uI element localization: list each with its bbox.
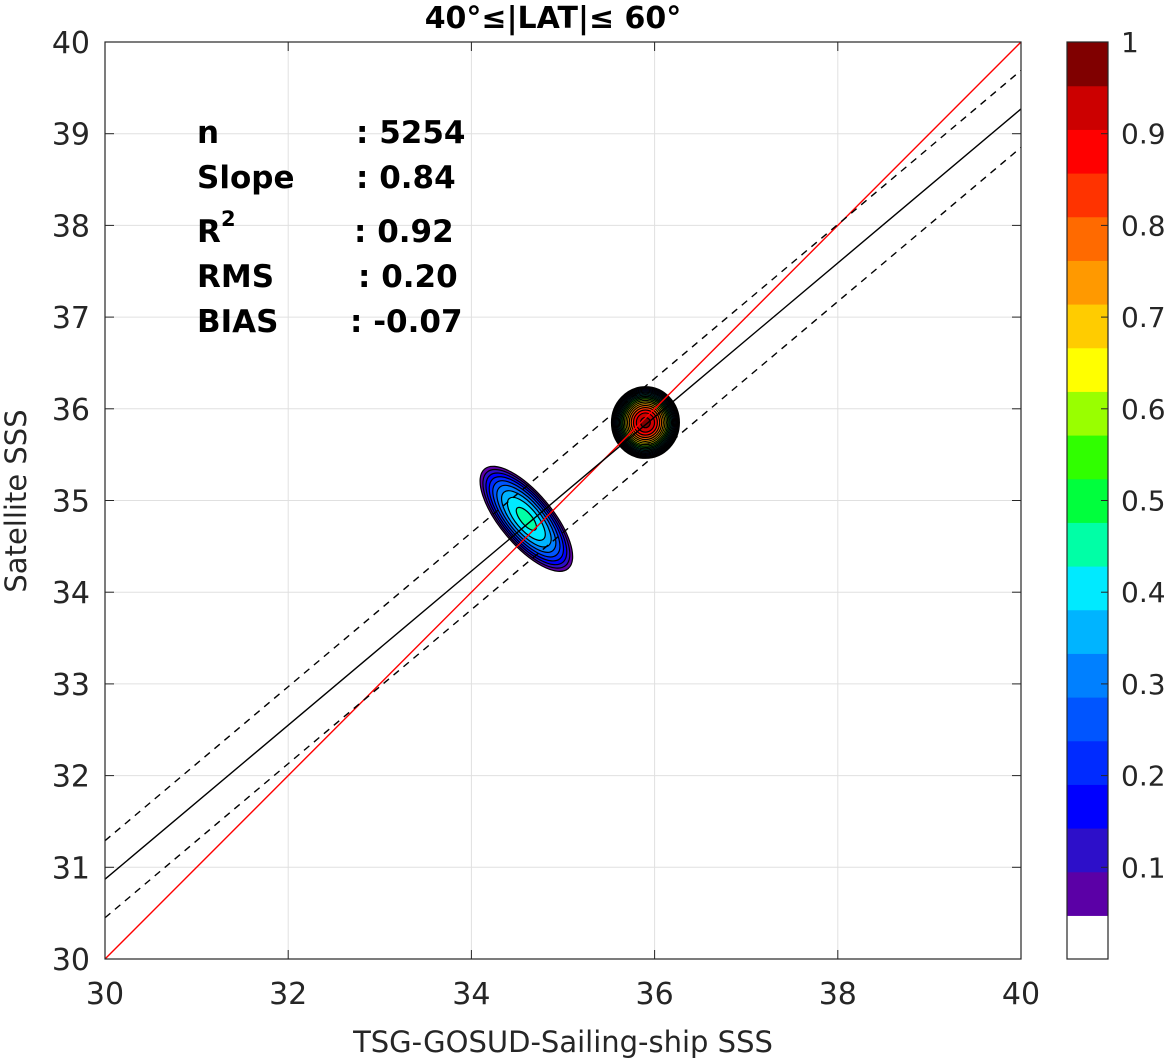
stat-rms-value: : 0.20 (358, 259, 458, 295)
stat-n-value: : 5254 (356, 115, 465, 151)
y-tick-label: 40 (52, 26, 90, 61)
regression-fit-line (105, 108, 1021, 880)
colorbar-segment (1067, 85, 1108, 130)
colorbar-segment (1067, 740, 1108, 785)
stat-r2-superscript: 2 (221, 207, 236, 231)
y-tick-label: 36 (52, 393, 90, 428)
colorbar-tick-label: 0.6 (1121, 393, 1166, 426)
y-tick-label: 34 (52, 576, 90, 611)
colorbar-segment (1067, 435, 1108, 480)
colorbar-segment (1067, 173, 1108, 218)
colorbar-segment (1067, 347, 1108, 392)
reference-lines (105, 42, 1021, 959)
y-tick-label: 32 (52, 760, 90, 795)
colorbar-tick-label: 0.9 (1121, 118, 1166, 151)
fit-lower-bound-line (105, 146, 1021, 919)
plot-area: 30 32 34 36 38 40 30 31 32 33 34 35 36 37 38 39 40 (52, 26, 1040, 1012)
one-to-one-line (105, 42, 1021, 959)
colorbar-segment (1067, 129, 1108, 174)
colorbar-segment (1067, 260, 1108, 305)
colorbar-segment (1067, 653, 1108, 698)
chart-title: 40°≤|LAT|≤ 60° (425, 1, 682, 36)
colorbar-segment (1067, 784, 1108, 829)
y-tick-label: 33 (52, 668, 90, 703)
x-tick-label: 32 (269, 977, 307, 1012)
fit-upper-bound-line (105, 69, 1021, 842)
stat-rms-label: RMS (197, 259, 274, 295)
stat-bias-value: : -0.07 (350, 304, 463, 340)
colorbar-segment (1067, 828, 1108, 873)
colorbar-tick-label: 0.2 (1121, 760, 1166, 793)
colorbar-tick-label: 0.3 (1121, 668, 1166, 701)
colorbar-segment (1067, 522, 1108, 567)
colorbar-segment (1067, 391, 1108, 436)
colorbar-segment (1067, 609, 1108, 654)
y-tick-label: 39 (52, 118, 90, 153)
colorbar-segment (1067, 566, 1108, 611)
x-tick-label: 38 (819, 977, 857, 1012)
colorbar-tick-label: 0.8 (1121, 209, 1166, 242)
cluster-35-contour-level (515, 506, 538, 531)
y-tick-label: 38 (52, 209, 90, 244)
colorbar-segment (1067, 871, 1108, 916)
y-tick-label: 37 (52, 301, 90, 336)
stat-slope-label: Slope (197, 160, 294, 196)
colorbar-tick-label: 0.5 (1121, 485, 1166, 518)
colorbar-segment (1067, 697, 1108, 742)
colorbar-segment (1067, 915, 1108, 960)
x-axis-label: TSG-GOSUD-Sailing-ship SSS (352, 1025, 773, 1059)
x-tick-label: 36 (636, 977, 674, 1012)
colorbar: 0.1 0.2 0.3 0.4 0.5 0.6 0.7 0.8 0.9 1 (1066, 26, 1166, 960)
x-tick-label: 34 (452, 977, 490, 1012)
colorbar-tick-label: 0.7 (1121, 301, 1166, 334)
colorbar-segment (1067, 42, 1108, 87)
stat-bias-label: BIAS (197, 304, 278, 340)
colorbar-segment (1067, 304, 1108, 349)
stats-annotation: n : 5254 Slope : 0.84 R 2 : 0.92 RMS : 0… (197, 115, 465, 340)
stat-n-label: n (197, 115, 219, 151)
y-tick-label: 35 (52, 485, 90, 520)
stat-r2-label: R (197, 214, 221, 250)
colorbar-tick-label: 1 (1121, 26, 1139, 59)
y-tick-label: 30 (52, 943, 90, 978)
x-tick-label: 30 (86, 977, 124, 1012)
stat-r2-value: : 0.92 (354, 214, 454, 250)
y-axis-label: Satellite SSS (0, 409, 33, 592)
stat-slope-value: : 0.84 (356, 160, 456, 196)
x-tick-label: 40 (1002, 977, 1040, 1012)
colorbar-segment (1067, 216, 1108, 261)
colorbar-tick-label: 0.4 (1121, 576, 1166, 609)
y-tick-label: 31 (52, 851, 90, 886)
colorbar-tick-label: 0.1 (1121, 851, 1166, 884)
